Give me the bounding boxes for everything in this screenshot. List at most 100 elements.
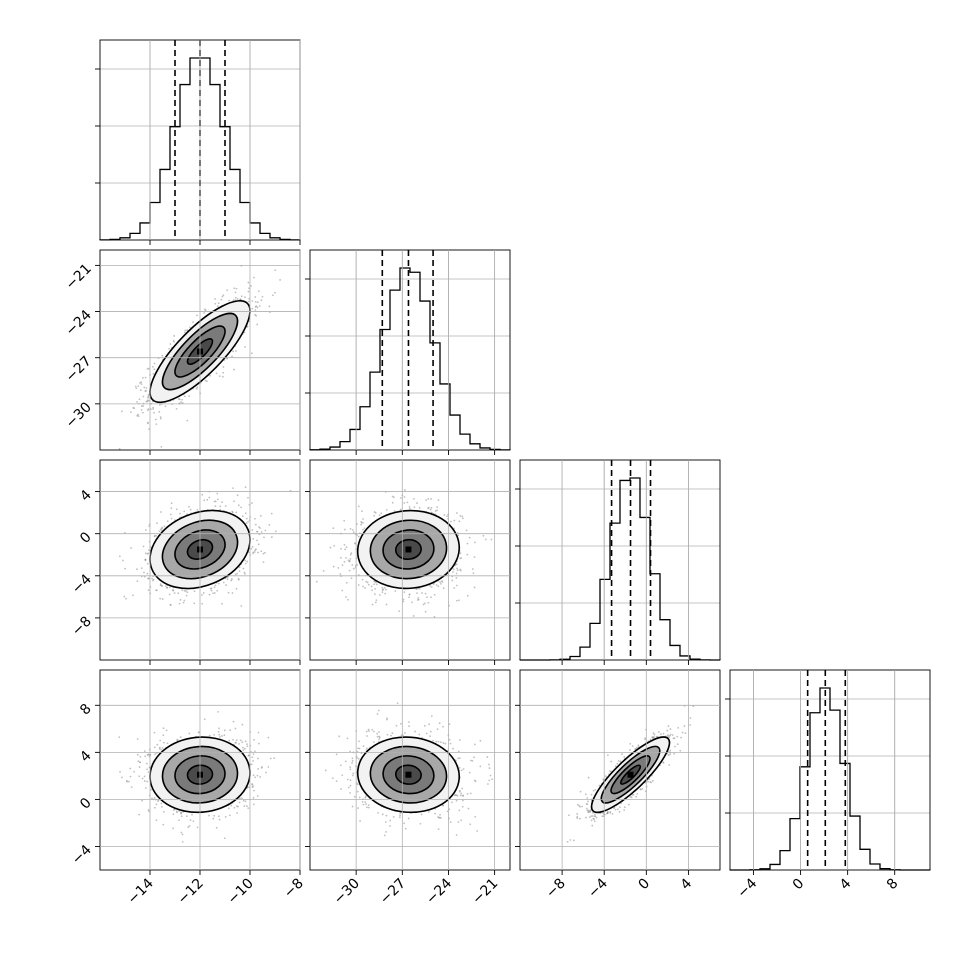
scatter-point	[629, 795, 632, 798]
scatter-point	[652, 732, 655, 735]
scatter-point	[145, 787, 147, 789]
scatter-point	[145, 387, 148, 389]
scatter-point	[155, 534, 158, 537]
scatter-point	[234, 296, 237, 299]
scatter-point	[186, 591, 189, 594]
scatter-point	[419, 822, 422, 825]
scatter-point	[585, 807, 588, 810]
scatter-point	[381, 591, 384, 594]
scatter-point	[172, 339, 175, 342]
scatter-point	[375, 583, 378, 586]
scatter-point	[486, 756, 489, 758]
density-p3-p0-contour-1	[174, 755, 226, 795]
x-tick-label-p2: 0	[636, 876, 654, 894]
scatter-point	[381, 586, 384, 589]
scatter-point	[176, 738, 179, 741]
scatter-point	[192, 820, 195, 823]
scatter-point	[669, 749, 672, 752]
scatter-point	[374, 511, 377, 514]
hist-p2-frame	[519, 459, 721, 661]
scatter-point	[181, 840, 184, 843]
scatter-point	[251, 783, 254, 786]
scatter-point	[240, 797, 243, 800]
scatter-point	[238, 566, 241, 569]
scatter-point	[256, 301, 259, 304]
scatter-point	[343, 543, 346, 546]
scatter-point	[274, 530, 277, 533]
scatter-point	[491, 778, 494, 781]
scatter-point	[345, 557, 347, 559]
scatter-point	[124, 567, 127, 570]
scatter-point	[413, 506, 416, 509]
scatter-point	[362, 528, 364, 531]
scatter-point	[470, 759, 472, 762]
scatter-point	[362, 803, 365, 806]
scatter-point	[147, 549, 150, 551]
scatter-point	[231, 592, 234, 594]
scatter-point	[587, 776, 590, 779]
scatter-point	[153, 362, 156, 365]
scatter-point	[222, 371, 225, 374]
scatter-point	[385, 603, 388, 606]
scatter-point	[349, 527, 352, 530]
scatter-point	[170, 517, 173, 520]
x-tick-label-p3: 8	[884, 876, 902, 894]
scatter-point	[160, 527, 163, 530]
scatter-point	[473, 756, 476, 759]
scatter-point	[444, 742, 447, 745]
scatter-point	[458, 599, 460, 602]
scatter-point	[448, 808, 451, 811]
scatter-point	[235, 739, 238, 742]
scatter-point	[479, 739, 482, 742]
scatter-point	[362, 521, 364, 524]
scatter-point	[252, 803, 255, 806]
scatter-point	[466, 594, 469, 597]
scatter-point	[366, 581, 369, 584]
scatter-point	[619, 806, 621, 809]
scatter-point	[360, 523, 362, 526]
scatter-point	[456, 569, 459, 572]
scatter-point	[350, 552, 353, 555]
scatter-point	[576, 803, 579, 806]
scatter-point	[268, 524, 271, 526]
scatter-point	[159, 417, 162, 420]
scatter-point	[351, 774, 354, 777]
scatter-point	[453, 587, 456, 589]
scatter-point	[348, 560, 351, 562]
scatter-point	[169, 343, 172, 345]
scatter-point	[372, 730, 375, 733]
scatter-point	[251, 545, 254, 548]
scatter-point	[457, 757, 460, 760]
scatter-point	[151, 577, 153, 580]
scatter-point	[373, 580, 376, 583]
scatter-point	[649, 738, 652, 741]
scatter-point	[373, 583, 376, 586]
scatter-point	[172, 589, 174, 591]
scatter-point	[632, 793, 635, 796]
scatter-point	[138, 775, 141, 778]
density-p1-p0-contour-3	[149, 299, 251, 404]
scatter-point	[440, 580, 443, 582]
scatter-point	[166, 742, 169, 745]
scatter-point	[666, 729, 669, 732]
scatter-point	[247, 754, 250, 757]
scatter-point	[183, 331, 186, 334]
x-tick-label-p1: −30	[331, 876, 363, 908]
scatter-point	[610, 760, 613, 763]
scatter-point	[404, 732, 406, 734]
scatter-point	[154, 753, 157, 755]
scatter-point	[430, 715, 433, 718]
scatter-point	[121, 559, 124, 562]
scatter-point	[415, 588, 418, 591]
scatter-point	[677, 727, 680, 729]
scatter-point	[125, 779, 128, 782]
scatter-point	[417, 597, 420, 599]
scatter-point	[631, 745, 634, 747]
scatter-point	[178, 602, 181, 605]
scatter-point	[250, 285, 252, 287]
scatter-point	[613, 807, 615, 810]
scatter-point	[252, 760, 254, 762]
scatter-point	[458, 767, 461, 769]
scatter-point	[461, 805, 464, 808]
scatter-point	[208, 734, 211, 737]
